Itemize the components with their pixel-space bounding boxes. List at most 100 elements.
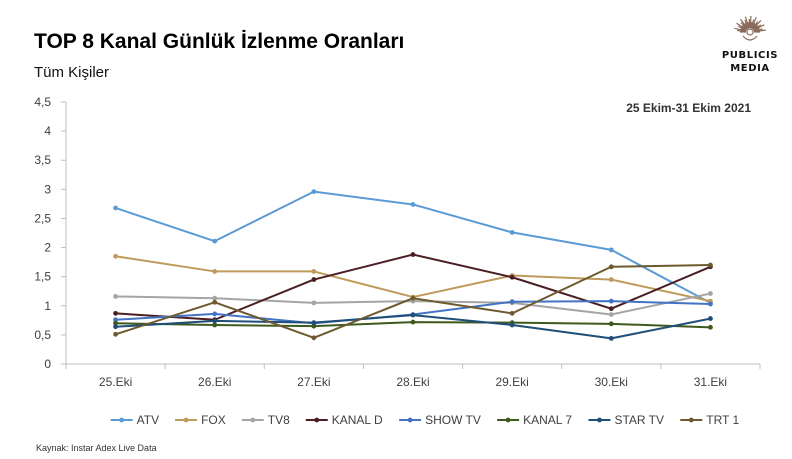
x-tick-label: 30.Eki bbox=[595, 375, 628, 389]
data-point bbox=[113, 331, 118, 337]
x-tick-label: 31.Eki bbox=[694, 375, 727, 389]
logo-ray bbox=[751, 17, 757, 29]
legend-item: KANAL D bbox=[305, 413, 383, 427]
data-point bbox=[311, 323, 317, 329]
data-point bbox=[113, 294, 118, 299]
series-trt-1 bbox=[113, 262, 713, 341]
logo-ray bbox=[751, 21, 759, 30]
legend-label: ATV bbox=[137, 413, 159, 427]
data-point bbox=[708, 262, 713, 268]
series-line bbox=[115, 255, 711, 303]
legend-swatch-marker bbox=[250, 417, 256, 423]
data-point bbox=[410, 319, 416, 325]
data-point bbox=[608, 264, 614, 270]
logo-ray bbox=[740, 22, 748, 30]
data-point bbox=[113, 253, 118, 259]
y-tick-label: 3,5 bbox=[34, 153, 51, 167]
logo-line-1: PUBLICIS bbox=[721, 50, 779, 61]
legend-swatch-marker bbox=[183, 417, 189, 423]
chart-subtitle: Tüm Kişiler bbox=[34, 64, 110, 81]
data-point bbox=[212, 269, 218, 274]
logo-ray bbox=[753, 28, 763, 32]
sunburst-logo-icon bbox=[734, 15, 766, 41]
data-point bbox=[608, 277, 614, 282]
legend-item: ATV bbox=[110, 413, 159, 427]
y-tick-label: 1 bbox=[44, 299, 51, 313]
data-point bbox=[708, 324, 713, 330]
data-point bbox=[509, 274, 515, 280]
logo-ray bbox=[749, 15, 752, 29]
y-tick-label: 2,5 bbox=[34, 211, 51, 225]
y-tick-label: 4 bbox=[44, 124, 51, 138]
legend-swatch-marker bbox=[314, 417, 320, 423]
logo-ray bbox=[744, 19, 749, 29]
y-tick-label: 0,5 bbox=[34, 328, 51, 342]
data-point bbox=[113, 205, 118, 211]
data-point bbox=[608, 321, 614, 327]
legend-swatch-marker bbox=[119, 417, 125, 423]
data-point bbox=[608, 247, 614, 253]
legend-swatch-marker bbox=[407, 417, 413, 423]
series-atv bbox=[113, 189, 713, 306]
logo-ray bbox=[748, 18, 751, 29]
source-note: Kaynak: Instar Adex Live Data bbox=[36, 443, 157, 453]
data-point bbox=[708, 316, 713, 321]
date-range-label: 25 Ekim-31 Ekim 2021 bbox=[626, 101, 751, 115]
y-tick-label: 0 bbox=[44, 357, 51, 371]
chart-title: TOP 8 Kanal Günlük İzlenme Oranları bbox=[34, 30, 405, 53]
logo-base bbox=[742, 35, 758, 41]
brand-logo: PUBLICIS MEDIA bbox=[716, 14, 784, 75]
data-point bbox=[509, 299, 515, 305]
legend-item: TV8 bbox=[241, 413, 290, 427]
y-tick-label: 3 bbox=[44, 182, 51, 196]
x-tick-label: 29.Eki bbox=[495, 375, 528, 389]
legend-swatch-marker bbox=[688, 417, 694, 423]
data-point bbox=[212, 295, 218, 301]
data-point bbox=[311, 189, 317, 195]
logo-ray bbox=[752, 19, 762, 30]
data-point bbox=[608, 306, 614, 312]
legend-label: FOX bbox=[201, 413, 226, 427]
legend-label: TV8 bbox=[268, 413, 290, 427]
data-point bbox=[212, 311, 218, 317]
logo-ray bbox=[734, 27, 747, 32]
data-point bbox=[311, 277, 317, 282]
legend-item: KANAL 7 bbox=[497, 413, 572, 427]
series-line bbox=[115, 190, 711, 304]
series-star-tv bbox=[113, 312, 713, 341]
legend-item: SHOW TV bbox=[399, 413, 481, 427]
data-point bbox=[410, 312, 416, 318]
legend-swatch-marker bbox=[597, 417, 602, 423]
data-point bbox=[608, 298, 614, 304]
data-point bbox=[708, 291, 713, 296]
legend-swatch-marker bbox=[505, 417, 511, 423]
data-point bbox=[113, 324, 118, 330]
data-point bbox=[410, 252, 416, 257]
data-point bbox=[708, 301, 713, 307]
logo-ray bbox=[737, 29, 747, 33]
data-point bbox=[410, 202, 416, 207]
series-kanal-7 bbox=[113, 319, 713, 330]
logo-ray bbox=[736, 22, 747, 31]
data-point bbox=[608, 312, 614, 317]
legend-label: TRT 1 bbox=[706, 413, 739, 427]
series-layer bbox=[113, 189, 713, 341]
logo-ray bbox=[753, 24, 765, 31]
data-point bbox=[212, 238, 218, 244]
chart-legend: ATV FOX TV8 KANAL D SHOW TV KANAL 7 STAR TV TRT… bbox=[110, 413, 739, 427]
data-point bbox=[311, 335, 317, 341]
logo-line-2: MEDIA bbox=[730, 63, 770, 74]
data-point bbox=[509, 322, 515, 328]
data-point bbox=[113, 320, 118, 326]
logo-ray bbox=[738, 25, 747, 31]
logo-ray bbox=[753, 24, 762, 31]
legend-label: KANAL D bbox=[332, 413, 383, 427]
legend-label: SHOW TV bbox=[425, 413, 481, 427]
logo-center bbox=[746, 28, 754, 36]
data-point bbox=[212, 299, 218, 305]
logo-ray bbox=[744, 16, 750, 29]
data-point bbox=[311, 269, 317, 274]
y-tick-label: 1,5 bbox=[34, 270, 51, 284]
x-tick-label: 26.Eki bbox=[198, 375, 231, 389]
